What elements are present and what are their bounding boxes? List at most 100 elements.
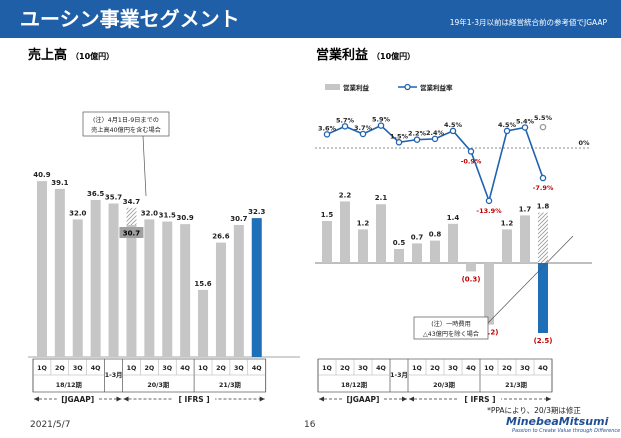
profit-bar: [448, 223, 458, 263]
sales-quarter-label: 2Q: [55, 365, 65, 372]
profit-value-label: 2.1: [375, 194, 388, 202]
profit-quarter-label: 1Q: [322, 365, 332, 372]
sales-fy-label: 18/12期: [56, 380, 82, 389]
sales-bar: [215, 242, 226, 357]
sales-quarter-label: 1Q: [37, 365, 47, 372]
profit-bar: [466, 263, 476, 272]
profit-value-label: 1.2: [357, 219, 370, 227]
sales-note-box: [82, 111, 170, 137]
sales-quarter-label: 1-3月: [105, 371, 123, 379]
profit-standard-arrow: [402, 396, 407, 402]
header-note: 19年1-3月以前は経営統合前の参考値でJGAAP: [449, 18, 607, 27]
sales-value-label: 40.9: [33, 171, 50, 179]
sales-bar: [162, 221, 173, 357]
page-title: ユーシン事業セグメント: [20, 7, 240, 31]
profit-standard-arrow: [319, 396, 324, 402]
profit-quarter-label: 2Q: [340, 365, 350, 372]
sales-bar: [126, 224, 137, 357]
profit-bar: [520, 215, 530, 263]
margin-marker: [359, 130, 367, 138]
profit-bar: [502, 229, 512, 263]
profit-quarter-label: 4Q: [538, 365, 548, 372]
sales-fy-label: 21/3期: [219, 380, 241, 389]
sales-value-label: 31.5: [159, 212, 176, 220]
sales-quarter-label: 2Q: [216, 365, 226, 372]
sales-bar: [108, 203, 119, 357]
sales-standard-bg: [56, 394, 99, 404]
sales-quarter-label: 3Q: [73, 365, 83, 372]
profit-bar: [484, 263, 494, 325]
sales-standard-label: [ IFRS ]: [179, 395, 210, 404]
sales-note-line: 売上高40億円を含む場合: [91, 126, 161, 134]
profit-quarter-label: 3Q: [448, 365, 458, 372]
sales-bar: [251, 218, 262, 357]
sales-unit: （10億円）: [71, 52, 115, 61]
profit-quarter-label: 3Q: [520, 365, 530, 372]
profit-note-line: △43億円を除く場合: [423, 330, 479, 338]
margin-marker: [395, 139, 403, 146]
footer-date: 2021/5/7: [30, 420, 71, 430]
margin-value-label: 1.5%: [390, 132, 409, 140]
profit-bar: [358, 229, 368, 263]
profit-value-label: 0.8: [429, 231, 442, 239]
profit-quarter-label: 4Q: [466, 365, 476, 372]
sales-value-label: 32.0: [69, 209, 86, 217]
profit-value-label: 1.4: [447, 214, 460, 222]
profit-standard-bg: [459, 394, 501, 404]
sales-value-label: 39.1: [51, 179, 68, 187]
margin-value-label: 2.4%: [426, 129, 445, 137]
legend-line-label: 営業利益率: [420, 83, 453, 92]
profit-note-pointer: [487, 235, 574, 324]
profit-bar: [412, 243, 422, 263]
sales-standard-arrow: [123, 396, 129, 402]
margin-value-label: 3.7%: [354, 124, 373, 132]
sales-quarter-label: 3Q: [162, 365, 172, 372]
legend-line-marker: [404, 83, 411, 91]
profit-value-label: (2.5): [534, 337, 553, 345]
margin-value-label: 5.4%: [516, 117, 535, 125]
sales-note-pointer: [142, 135, 147, 197]
profit-value-label: (0.3): [462, 275, 481, 283]
margin-value-label: 4.5%: [444, 121, 463, 129]
margin-value-label: -7.9%: [533, 184, 554, 192]
profit-value-label: 1.2: [501, 219, 514, 227]
profit-fy-label: 18/12期: [341, 380, 367, 389]
margin-marker: [377, 122, 385, 129]
profit-standard-arrow: [546, 396, 551, 402]
sales-alt-label: 34.7: [123, 198, 140, 206]
profit-bar: [376, 204, 386, 263]
margin-value-label: 2.2%: [408, 130, 427, 138]
profit-value-label: (2.2): [480, 329, 499, 337]
sales-value-label: 26.6: [212, 233, 229, 241]
margin-zero-label: 0%: [578, 139, 590, 147]
profit-bar: [394, 249, 404, 263]
profit-note-line: (注）一時費用: [431, 320, 471, 328]
profit-quarter-label: 1Q: [484, 365, 494, 372]
profit-standard-bg: [342, 394, 384, 404]
profit-value-label: 2.2: [339, 191, 352, 199]
profit-value-label: 0.7: [411, 233, 424, 241]
legend-bar-label: 営業利益: [343, 83, 370, 92]
profit-quarter-label: 1-3月: [390, 371, 408, 379]
margin-value-label: 5.9%: [372, 116, 391, 124]
profit-quarter-label: 1Q: [412, 365, 422, 372]
profit-fy-label: 21/3期: [505, 380, 527, 389]
sales-bar-alt: [126, 207, 137, 225]
margin-marker: [323, 131, 331, 138]
sales-standard-arrow: [34, 396, 39, 402]
sales-standard-arrow: [259, 396, 265, 402]
sales-bar: [72, 219, 83, 357]
sales-value-label: 32.3: [248, 208, 265, 216]
margin-alt-marker: [539, 123, 547, 131]
sales-value-label: 15.6: [194, 280, 211, 288]
sales-title: 売上高 （10億円）: [28, 48, 115, 63]
profit-note-box: [413, 316, 489, 340]
profit-bar: [340, 201, 350, 263]
sales-quarter-label: 4Q: [252, 365, 262, 372]
sales-quarter-label: 1Q: [127, 365, 137, 372]
profit-standard-arrow: [409, 396, 414, 402]
ppa-note: *PPAにより、20/3期は修正: [487, 405, 581, 415]
sales-bar: [54, 188, 65, 357]
margin-value-label: 4.5%: [498, 121, 517, 129]
